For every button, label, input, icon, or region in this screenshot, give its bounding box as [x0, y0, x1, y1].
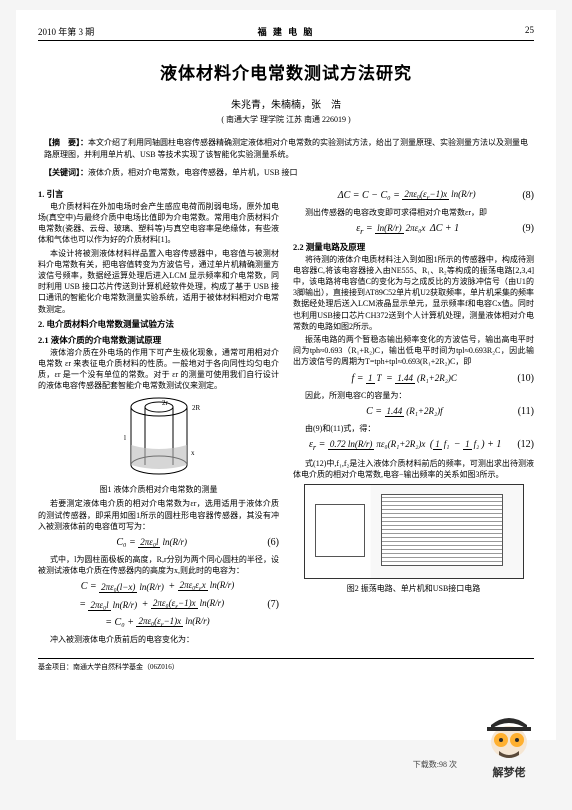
columns: 1. 引言 电介质材料在外加电场时会产生感应电荷而削弱电场，原外加电场(真空中)…: [38, 185, 534, 648]
equation-12: εr = 0.72 ln(R/r)πε₀(R₁+2R₂)x (1f₁ − 1f₂…: [293, 438, 534, 454]
equation-10: f = 1T = 1.44(R₁+2R₂)C (10): [293, 372, 534, 386]
figure-1-cylinder-diagram: 2R 2r l x: [114, 395, 204, 480]
section-2-1-heading: 2.1 液体介质的介电常数测试原理: [38, 335, 279, 347]
equation-7c: = C₀ + 2πε₀(εr−1)xln(R/r): [38, 616, 279, 630]
figure-1-caption: 图1 液体介质相对介电常数的测量: [38, 484, 279, 495]
section-2-2-para-2: 振荡电路的两个暂稳态输出频率变化的方波信号，输出高电平时间为tph≈0.693（…: [293, 334, 534, 368]
mascot-icon: [479, 707, 539, 762]
authors: 朱兆青，朱楠楠，张 浩: [38, 96, 534, 111]
section-2-2-para-1: 将待测的液体介电质材料注入到如图1所示的传感器中，构成待测电容器C,将该电容器接…: [293, 254, 534, 332]
section-1-heading: 1. 引言: [38, 189, 279, 201]
page: 2010 年第 3 期 福 建 电 脑 25 液体材料介电常数测试方法研究 朱兆…: [16, 10, 556, 740]
header-center: 福 建 电 脑: [258, 25, 315, 38]
keywords-block: 【关键词】：液体介质，相对介电常数，电容传感器，单片机，USB 接口: [44, 167, 528, 179]
watermark-text: 解梦佬: [464, 764, 554, 780]
eq6-followup: 式中，l为圆柱面极板的高度，R,r分别为两个同心圆柱的半径，设被测试液体电介质在…: [38, 554, 279, 576]
post-fig1-text: 若要测定液体电介质的相对介电常数为εr，选用适用于液体介质的测试传感器，即采用如…: [38, 498, 279, 532]
equation-11: C = 1.44(R₁+2R₂)f (11): [293, 405, 534, 419]
figure-2-circuit-diagram: [304, 484, 524, 579]
equation-6: C₀ = 2πε₀lln(R/r) (6): [38, 536, 279, 550]
equation-9: εr = ln(R/r)2πε₀x ΔC + 1 (9): [293, 222, 534, 238]
svg-text:l: l: [124, 434, 126, 442]
affiliation: ( 南通大学 理学院 江苏 南通 226019 ): [38, 114, 534, 125]
left-column: 1. 引言 电介质材料在外加电场时会产生感应电荷而削弱电场，原外加电场(真空中)…: [38, 185, 279, 648]
section-1-para-2: 本设计将被测液体材料样品置入电容传感器中，电容值与被测材料介电常数有关，把电容值…: [38, 248, 279, 315]
download-count: 下载数:98 次: [413, 759, 457, 770]
section-2-heading: 2. 电介质材料介电常数测量试验方法: [38, 319, 279, 331]
after-eq11-text: 由(9)和(11)式，得：: [293, 423, 534, 434]
paper-title: 液体材料介电常数测试方法研究: [38, 59, 534, 84]
after-eq8-text: 测出传感器的电容改变即可求得相对介电常数εr，即: [293, 207, 534, 218]
section-1-para-1: 电介质材料在外加电场时会产生感应电荷而削弱电场，原外加电场(真空中)与最终介质中…: [38, 201, 279, 246]
abstract-label: 【摘 要】：: [44, 138, 88, 147]
page-number: 25: [525, 25, 534, 38]
header-bar: 2010 年第 3 期 福 建 电 脑 25: [38, 25, 534, 41]
keywords-text: 液体介质，相对介电常数，电容传感器，单片机，USB 接口: [88, 168, 298, 177]
svg-text:2R: 2R: [192, 404, 201, 412]
footer-funding: 基金项目：南通大学自然科学基金（06Z016）: [38, 658, 534, 672]
after-eq10-text: 因此，所测电容C的容量为：: [293, 390, 534, 401]
watermark-logo: 解梦佬: [464, 707, 554, 780]
after-eq12-text: 式(12)中,f₁,f₂是注入液体介质材料前后的频率，可测出求出待测液体电介质的…: [293, 458, 534, 480]
abstract-text: 本文介绍了利用同轴圆柱电容传感器精确测定液体相对介电常数的实验测试方法，给出了测…: [44, 138, 528, 159]
right-column: ΔC = C − C₀ = 2πε₀(εr−1)xln(R/r) (8) 测出传…: [293, 185, 534, 648]
keywords-label: 【关键词】：: [44, 168, 88, 177]
equation-7a: C = 2πε₀(l−x)ln(R/r) + 2πε₀εrxln(R/r): [38, 580, 279, 594]
header-left: 2010 年第 3 期: [38, 25, 94, 38]
section-2-1-para-1: 液体溶介质在外电场的作用下可产生极化现象，通常可用相对介电常数 εr 来表征电介…: [38, 347, 279, 392]
figure-2-caption: 图2 振荡电路、单片机和USB接口电路: [293, 583, 534, 594]
svg-text:x: x: [191, 449, 195, 457]
svg-text:2r: 2r: [162, 399, 169, 407]
equation-8: ΔC = C − C₀ = 2πε₀(εr−1)xln(R/r) (8): [293, 189, 534, 203]
abstract-block: 【摘 要】：本文介绍了利用同轴圆柱电容传感器精确测定液体相对介电常数的实验测试方…: [44, 137, 528, 161]
eq7-followup: 冲入被测液体电介质前后的电容变化为：: [38, 634, 279, 645]
equation-7b: = 2πε₀lln(R/r) + 2πε₀(εr−1)xln(R/r) (7): [38, 598, 279, 612]
section-2-2-heading: 2.2 测量电路及原理: [293, 242, 534, 254]
